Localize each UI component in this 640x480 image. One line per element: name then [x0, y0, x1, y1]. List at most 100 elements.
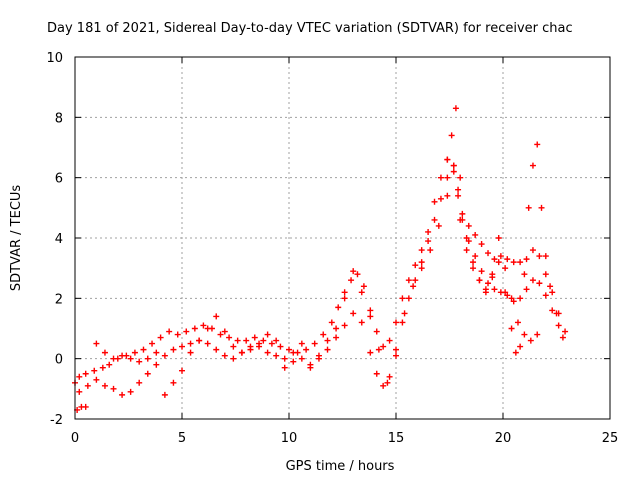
data-point	[431, 198, 438, 205]
data-point	[444, 192, 451, 199]
chart-title: Day 181 of 2021, Sidereal Day-to-day VTE…	[47, 21, 573, 36]
data-point	[510, 259, 517, 266]
data-point	[534, 141, 541, 148]
axis-tick-labels: 0 5 10 15 20 25 -2 0 2 4 6 8 10	[46, 51, 618, 446]
data-point	[380, 343, 387, 350]
data-point	[482, 289, 489, 296]
x-tick-label: 15	[388, 431, 405, 446]
data-point	[328, 319, 335, 326]
data-point	[200, 322, 207, 329]
data-point	[470, 265, 477, 272]
data-point	[457, 174, 464, 181]
data-point	[412, 262, 419, 269]
data-point	[170, 346, 177, 353]
data-point	[307, 364, 314, 371]
data-point	[472, 253, 479, 260]
data-point	[303, 346, 310, 353]
data-point	[315, 355, 322, 362]
data-point	[268, 340, 275, 347]
data-point	[523, 256, 530, 263]
data-point	[393, 319, 399, 326]
x-tick-label: 0	[71, 431, 79, 446]
data-point	[82, 370, 89, 377]
data-point	[367, 349, 374, 356]
data-point	[399, 319, 406, 326]
data-point	[333, 334, 340, 341]
data-point	[491, 256, 498, 263]
data-point	[264, 349, 271, 356]
data-point	[213, 346, 220, 353]
x-axis-label: GPS time / hours	[286, 459, 395, 474]
x-tick-label: 20	[495, 431, 512, 446]
data-point	[106, 361, 113, 368]
y-tick-label: 4	[55, 232, 63, 247]
data-point	[153, 349, 160, 356]
data-point	[131, 349, 138, 356]
data-point	[136, 358, 143, 365]
data-point	[463, 235, 470, 241]
data-point	[478, 268, 485, 275]
data-point	[273, 337, 280, 344]
data-point	[459, 210, 466, 217]
data-point	[320, 331, 327, 338]
data-point	[230, 355, 237, 362]
y-tick-label: 0	[55, 353, 63, 368]
data-point	[127, 355, 134, 362]
data-point	[101, 382, 108, 389]
data-point	[298, 340, 305, 347]
data-point	[187, 349, 194, 356]
data-point	[508, 295, 515, 302]
data-point	[555, 322, 562, 329]
data-point	[504, 292, 511, 299]
data-point	[425, 228, 432, 235]
data-point	[529, 162, 536, 169]
plot-frame	[74, 56, 611, 420]
data-point	[418, 247, 425, 254]
data-point	[470, 259, 477, 266]
data-point	[553, 310, 560, 317]
data-point	[444, 174, 451, 181]
data-point	[136, 379, 143, 386]
data-point	[110, 385, 117, 392]
data-point	[144, 355, 151, 362]
data-point	[521, 271, 528, 278]
data-point	[360, 283, 367, 290]
data-point	[110, 355, 117, 362]
data-point	[251, 334, 258, 341]
data-point	[204, 340, 211, 347]
data-point	[84, 382, 91, 389]
data-point	[527, 337, 534, 344]
data-point	[187, 340, 194, 347]
data-point	[463, 247, 470, 254]
data-point	[559, 334, 566, 341]
data-point	[517, 343, 524, 350]
data-point	[311, 340, 318, 347]
data-point	[166, 328, 173, 335]
y-tick-label: 8	[55, 111, 63, 126]
data-point	[101, 349, 108, 356]
data-point	[534, 331, 541, 338]
data-point	[341, 322, 348, 329]
data-point	[399, 295, 406, 302]
y-tick-label: 6	[55, 172, 63, 187]
data-point	[393, 352, 399, 359]
data-point	[538, 204, 545, 211]
data-point	[514, 319, 521, 326]
data-point	[153, 361, 160, 368]
data-point	[549, 289, 556, 296]
data-point	[502, 265, 509, 272]
data-point	[256, 340, 263, 347]
data-point	[410, 283, 417, 290]
data-point	[435, 222, 442, 229]
data-point	[529, 277, 536, 284]
data-point	[367, 307, 374, 314]
data-point	[457, 216, 464, 223]
data-point	[536, 253, 543, 260]
x-tick-label: 25	[602, 431, 619, 446]
data-point	[562, 328, 569, 335]
data-point	[412, 277, 419, 284]
data-point	[179, 343, 185, 350]
data-point	[358, 319, 365, 326]
data-point	[234, 337, 241, 344]
data-point	[508, 325, 515, 332]
